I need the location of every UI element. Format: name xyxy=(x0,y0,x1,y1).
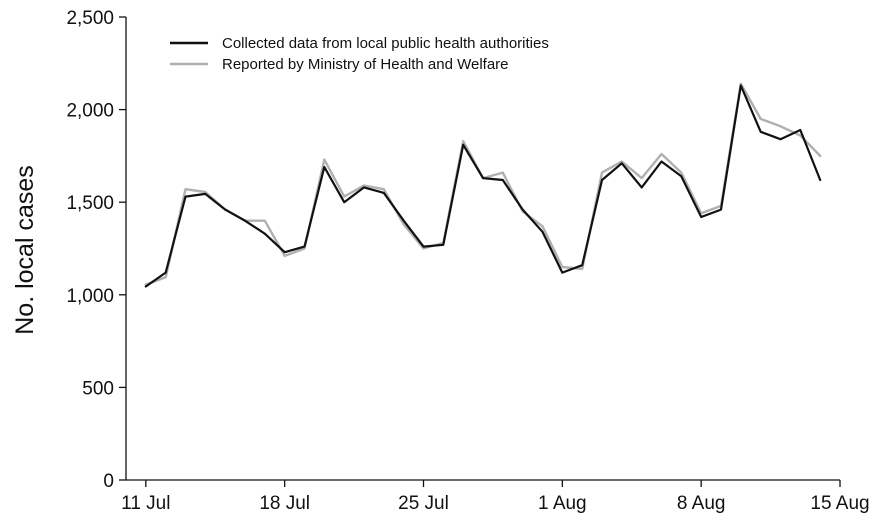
x-tick-label: 18 Jul xyxy=(259,493,310,514)
legend-label: Collected data from local public health … xyxy=(222,35,549,52)
y-tick-label: 0 xyxy=(103,471,114,492)
x-tick-label: 25 Jul xyxy=(398,493,449,514)
x-tick-label: 11 Jul xyxy=(121,493,170,514)
y-tick-label: 1,500 xyxy=(66,193,114,214)
x-tick-label: 8 Aug xyxy=(677,493,726,514)
y-tick-label: 500 xyxy=(82,378,114,399)
series-line-ministry-reported xyxy=(144,82,822,286)
y-axis: 0 500 1,000 1,500 2,000 2,500 xyxy=(66,8,127,492)
series-line-collected-data xyxy=(144,84,822,288)
y-tick-label: 2,500 xyxy=(66,8,114,29)
y-axis-title: No. local cases xyxy=(11,165,39,335)
legend: Collected data from local public health … xyxy=(170,35,549,73)
y-tick-label: 1,000 xyxy=(66,286,114,307)
series-layer xyxy=(144,82,822,288)
legend-label: Reported by Ministry of Health and Welfa… xyxy=(222,56,509,73)
x-axis: 11 Jul 18 Jul 25 Jul 1 Aug 8 Aug 15 Aug xyxy=(121,479,870,514)
y-tick-label: 2,000 xyxy=(66,101,114,122)
x-tick-label: 15 Aug xyxy=(810,493,869,514)
x-tick-label: 1 Aug xyxy=(538,493,587,514)
